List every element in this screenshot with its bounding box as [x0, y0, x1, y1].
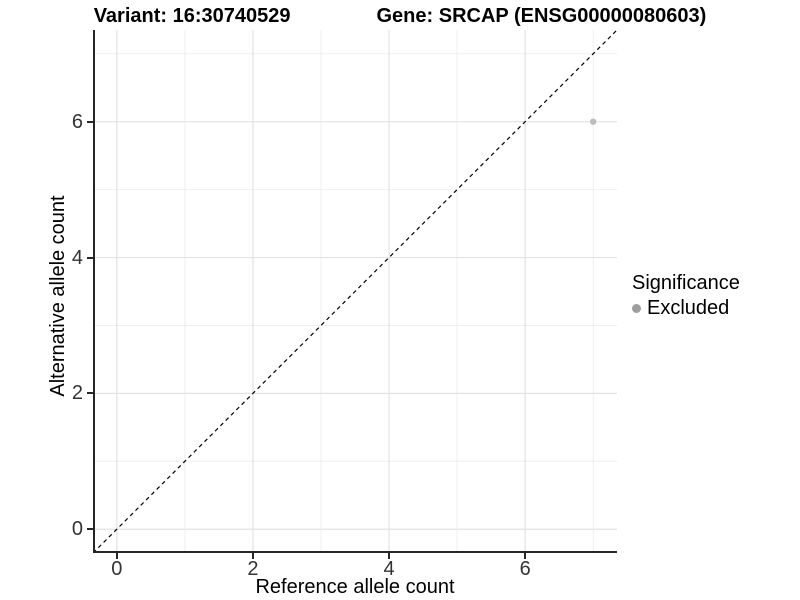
legend-title: Significance — [632, 272, 740, 294]
x-tick-label: 0 — [111, 558, 123, 580]
legend-point-icon — [632, 303, 641, 313]
legend: Significance Excluded — [632, 271, 740, 319]
y-axis-title: Alternative allele count — [47, 195, 69, 397]
x-tick-mark — [115, 553, 118, 559]
x-tick-mark — [524, 553, 527, 559]
plot-title-variant: Variant: 16:30740529 — [93, 5, 291, 27]
y-tick-mark — [87, 392, 93, 395]
legend-item: Excluded — [632, 297, 740, 319]
x-tick-mark — [251, 553, 254, 559]
y-tick-label: 2 — [71, 382, 83, 405]
y-tick-mark — [87, 528, 93, 531]
plot-title: Variant: 16:30740529 Gene: SRCAP (ENSG00… — [0, 5, 800, 27]
legend-item-label: Excluded — [647, 297, 730, 319]
identity-reference-line — [93, 30, 617, 553]
x-axis-title: Reference allele count — [255, 576, 455, 598]
y-tick-label: 0 — [71, 518, 83, 541]
x-tick-mark — [388, 553, 391, 559]
x-tick-label: 2 — [247, 558, 259, 580]
data-point — [589, 118, 597, 125]
plot-panel — [93, 30, 617, 553]
plot-area-svg — [93, 30, 617, 553]
plot-title-gene: Gene: SRCAP (ENSG00000080603) — [376, 5, 707, 27]
legend-items: Excluded — [632, 297, 740, 319]
y-tick-mark — [87, 120, 93, 123]
y-tick-label: 6 — [71, 110, 83, 133]
y-tick-label: 4 — [71, 246, 83, 269]
y-tick-mark — [87, 256, 93, 259]
x-tick-label: 4 — [383, 558, 395, 580]
x-tick-label: 6 — [519, 558, 531, 580]
